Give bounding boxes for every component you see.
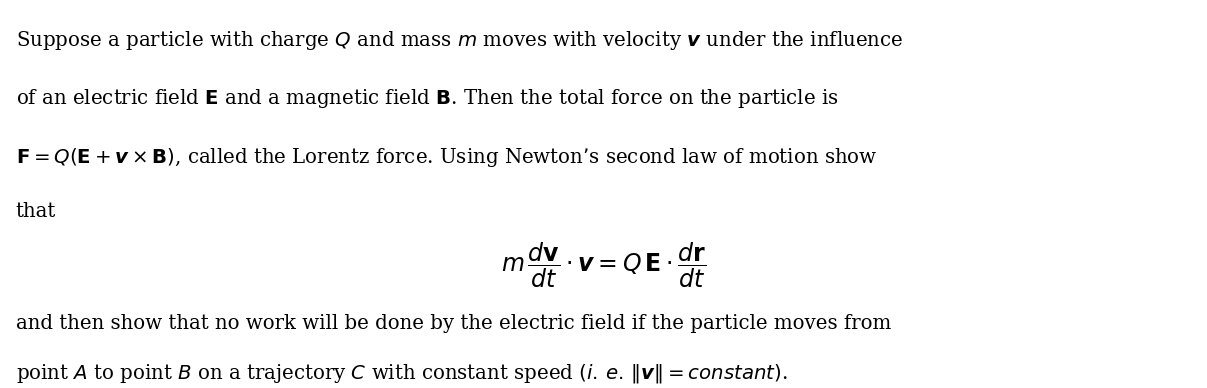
Text: and then show that no work will be done by the electric field if the particle mo: and then show that no work will be done …: [16, 315, 891, 333]
Text: Suppose a particle with charge $Q$ and mass $m$ moves with velocity $\boldsymbol: Suppose a particle with charge $Q$ and m…: [16, 29, 903, 52]
Text: point $A$ to point $B$ on a trajectory $C$ with constant speed $(i.\,e.\,\|\bold: point $A$ to point $B$ on a trajectory $…: [16, 362, 787, 385]
Text: that: that: [16, 202, 56, 221]
Text: of an electric field $\mathbf{E}$ and a magnetic field $\mathbf{B}$. Then the to: of an electric field $\mathbf{E}$ and a …: [16, 87, 838, 111]
Text: $m\,\dfrac{d\mathbf{v}}{dt}\cdot \boldsymbol{v} = Q\,\mathbf{E}\cdot\dfrac{d\mat: $m\,\dfrac{d\mathbf{v}}{dt}\cdot \boldsy…: [501, 241, 706, 291]
Text: $\mathbf{F} = Q(\mathbf{E} + \boldsymbol{v} \times \mathbf{B})$, called the Lore: $\mathbf{F} = Q(\mathbf{E} + \boldsymbol…: [16, 146, 877, 169]
